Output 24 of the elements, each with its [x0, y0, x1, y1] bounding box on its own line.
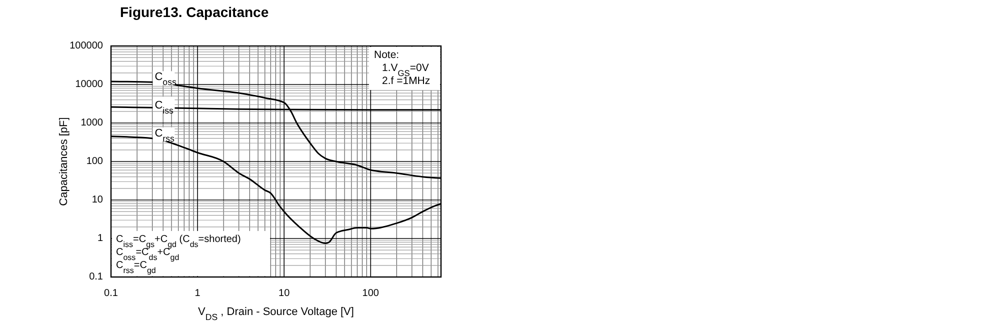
annotation: Note:	[374, 49, 400, 61]
y-tick-label: 1000	[80, 118, 104, 128]
x-tick-label: 100	[362, 288, 380, 299]
y-tick-label: 1	[97, 233, 104, 244]
note-box: Note: 1.V$_{GS}$=0V 2.f =1MHz	[369, 47, 440, 90]
x-tick-label: 0.1	[104, 288, 118, 299]
y-tick-label: 0.1	[89, 272, 104, 282]
chart-title: Figure13. Capacitance	[120, 4, 269, 20]
x-tick-label: 10	[278, 288, 290, 299]
annotation: 1.V$_{GS}$=0V	[382, 62, 429, 78]
y-tick-label: 100000	[70, 40, 104, 52]
annotation: 2.f =1MHz	[382, 75, 430, 87]
series-label: C$_{oss}$	[154, 71, 177, 88]
formula-box: C$_{iss}$=C$_{gs}$+C$_{gd}$ (C$_{ds}$=shorted) C$_{oss}$=C$_{ds}$+C$_{gd}$ C$_{rss}$=C$_{gd}$	[112, 231, 270, 276]
y-tick-label: 10	[92, 194, 104, 206]
y-axis-title: Capacitances [pF]	[58, 117, 70, 206]
series-label: C$_{iss}$	[154, 100, 174, 116]
series-label: C$_{rss}$	[154, 127, 175, 144]
y-tick-label: 10000	[75, 79, 104, 90]
x-tick-label: 1	[194, 288, 201, 299]
y-tick-label: 100	[86, 156, 104, 167]
x-axis-title: V$_{DS}$ , Drain - Source Voltage [V]	[198, 306, 354, 322]
annotation: C$_{oss}$=C$_{ds}$+C$_{gd}$	[116, 247, 180, 262]
annotation: C$_{rss}$=C$_{gd}$	[116, 260, 156, 274]
